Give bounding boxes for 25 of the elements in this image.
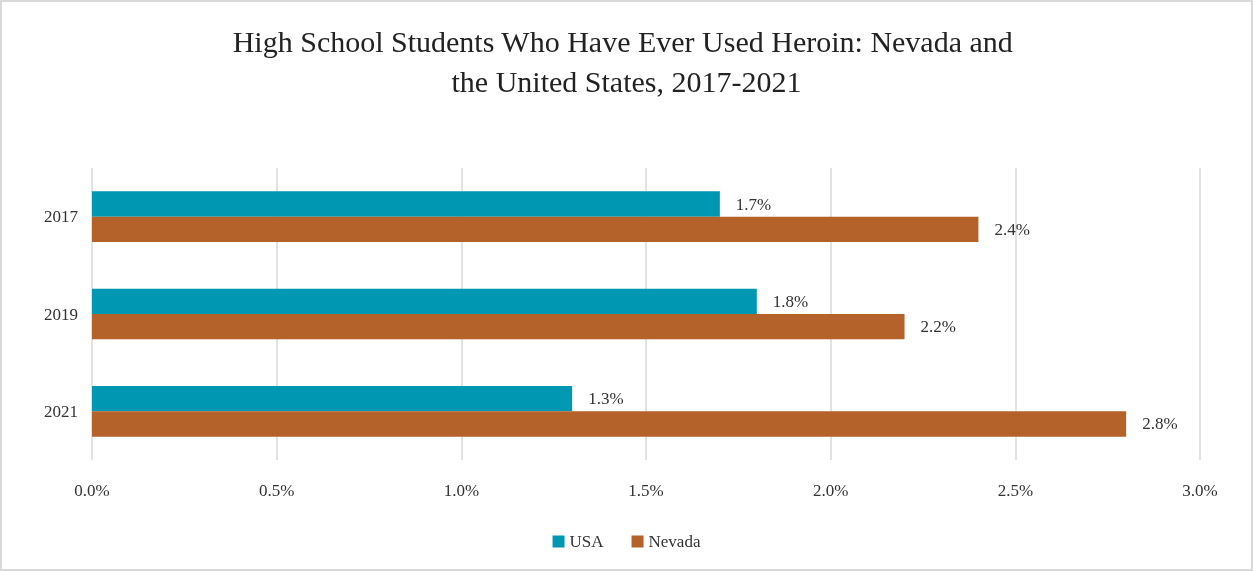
bar (92, 191, 720, 217)
y-tick-label: 2017 (44, 207, 79, 227)
x-tick-label: 3.0% (1182, 481, 1218, 500)
x-tick-label: 1.0% (443, 481, 480, 500)
y-tick-label: 2021 (44, 401, 78, 421)
bar (92, 411, 1127, 437)
x-tick-label: 0.5% (258, 481, 295, 500)
y-tick-label: 2019 (44, 304, 78, 324)
legend-label: Nevada (648, 532, 701, 551)
bar (92, 288, 757, 314)
data-label: 1.3% (588, 389, 624, 409)
x-tick-label: 0.0% (74, 481, 110, 500)
data-label: 2.8% (1142, 414, 1178, 434)
data-label: 1.7% (735, 194, 772, 214)
bar (92, 216, 979, 242)
data-label: 2.2% (920, 317, 956, 337)
x-tick-label: 2.0% (812, 481, 849, 500)
legend-label: USA (569, 532, 605, 551)
x-tick-label: 1.5% (628, 481, 664, 500)
chart-title: High School Students Who Have Ever Used Heroin: Nevada and the United States, 2017-2021 (232, 24, 1021, 98)
bar (92, 314, 905, 340)
bar (92, 386, 573, 412)
data-label: 2.4% (994, 219, 1030, 239)
x-tick-label: 2.5% (997, 481, 1034, 500)
data-label: 1.8% (772, 291, 809, 311)
